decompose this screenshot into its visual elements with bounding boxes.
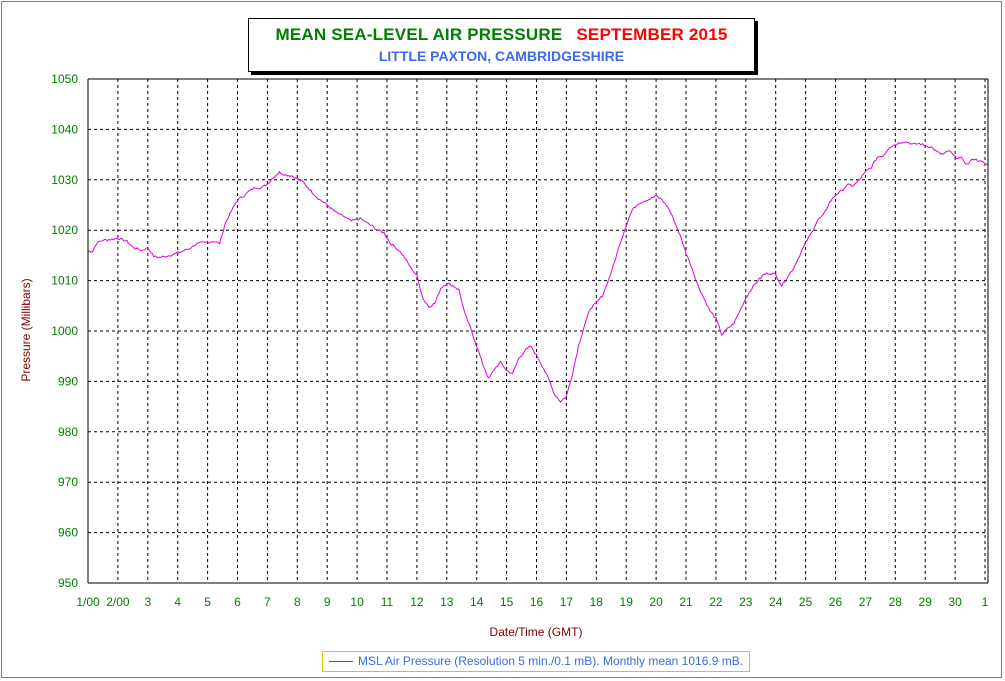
x-tick-label: 17 (560, 595, 574, 609)
y-tick-label: 950 (58, 576, 78, 590)
x-tick-labels: 1/00 2/00 3 4 5 6 7 8 9 10 11 12 13 14 15 16 17 18 19 20 21 2… (76, 595, 988, 609)
y-tick-label: 1010 (51, 274, 78, 288)
series-group (87, 141, 989, 403)
x-tick-label: 24 (769, 595, 783, 609)
x-tick-label: 5 (204, 595, 211, 609)
x-tick-label: 19 (620, 595, 634, 609)
y-tick-label: 990 (58, 374, 78, 388)
x-tick-label: 27 (859, 595, 873, 609)
x-tick-label: 28 (889, 595, 903, 609)
y-tick-label: 970 (58, 475, 78, 489)
x-tick-label: 9 (324, 595, 331, 609)
title-line: MEAN SEA-LEVEL AIR PRESSURE SEPTEMBER 201… (249, 25, 754, 45)
x-tick-label: 20 (649, 595, 663, 609)
x-tick-label: 14 (470, 595, 484, 609)
y-tick-label: 1050 (51, 72, 78, 86)
x-tick-label: 15 (500, 595, 514, 609)
x-tick-label: 26 (829, 595, 843, 609)
y-tick-label: 980 (58, 425, 78, 439)
y-tick-label: 960 (58, 526, 78, 540)
x-tick-label: 8 (294, 595, 301, 609)
x-tick-label: 16 (530, 595, 544, 609)
x-tick-label: 13 (440, 595, 454, 609)
x-tick-label: 23 (739, 595, 753, 609)
y-tick-label: 1040 (51, 122, 78, 136)
x-tick-label: 1 (982, 595, 989, 609)
chart-title-month: SEPTEMBER 2015 (576, 25, 728, 44)
legend: MSL Air Pressure (Resolution 5 min./0.1 … (322, 651, 750, 672)
x-tick-label: 11 (381, 595, 394, 609)
chart-subtitle: LITTLE PAXTON, CAMBRIDGESHIRE (378, 48, 625, 64)
y-tick-label: 1000 (51, 324, 78, 338)
y-tick-labels: 950 960 970 980 990 1000 1010 1020 1030 1040 1050 (51, 72, 78, 590)
x-tick-label: 6 (234, 595, 241, 609)
x-tick-label: 30 (948, 595, 962, 609)
x-tick-label: 2/00 (106, 595, 130, 609)
pressure-series-line (87, 141, 989, 403)
x-tick-label: 4 (174, 595, 181, 609)
legend-swatch (329, 661, 353, 663)
x-tick-label: 3 (144, 595, 151, 609)
x-tick-label: 18 (590, 595, 604, 609)
y-axis-title: Pressure (Millibars) (19, 278, 33, 381)
chart-title: MEAN SEA-LEVEL AIR PRESSURE (275, 25, 563, 44)
x-axis-title: Date/Time (GMT) (490, 625, 583, 639)
x-tick-label: 25 (799, 595, 813, 609)
x-tick-label: 12 (410, 595, 424, 609)
chart-title-box: MEAN SEA-LEVEL AIR PRESSURE SEPTEMBER 201… (248, 18, 755, 72)
x-tick-label: 21 (679, 595, 693, 609)
axes (87, 78, 989, 584)
y-tick-label: 1020 (51, 223, 78, 237)
x-tick-label: 22 (709, 595, 723, 609)
x-tick-label: 7 (264, 595, 271, 609)
legend-label: MSL Air Pressure (Resolution 5 min./0.1 … (358, 654, 744, 668)
y-tick-label: 1030 (51, 173, 78, 187)
x-tick-label: 29 (919, 595, 933, 609)
x-tick-label: 1/00 (76, 595, 100, 609)
grid-lines (88, 78, 988, 583)
x-tick-label: 10 (350, 595, 364, 609)
